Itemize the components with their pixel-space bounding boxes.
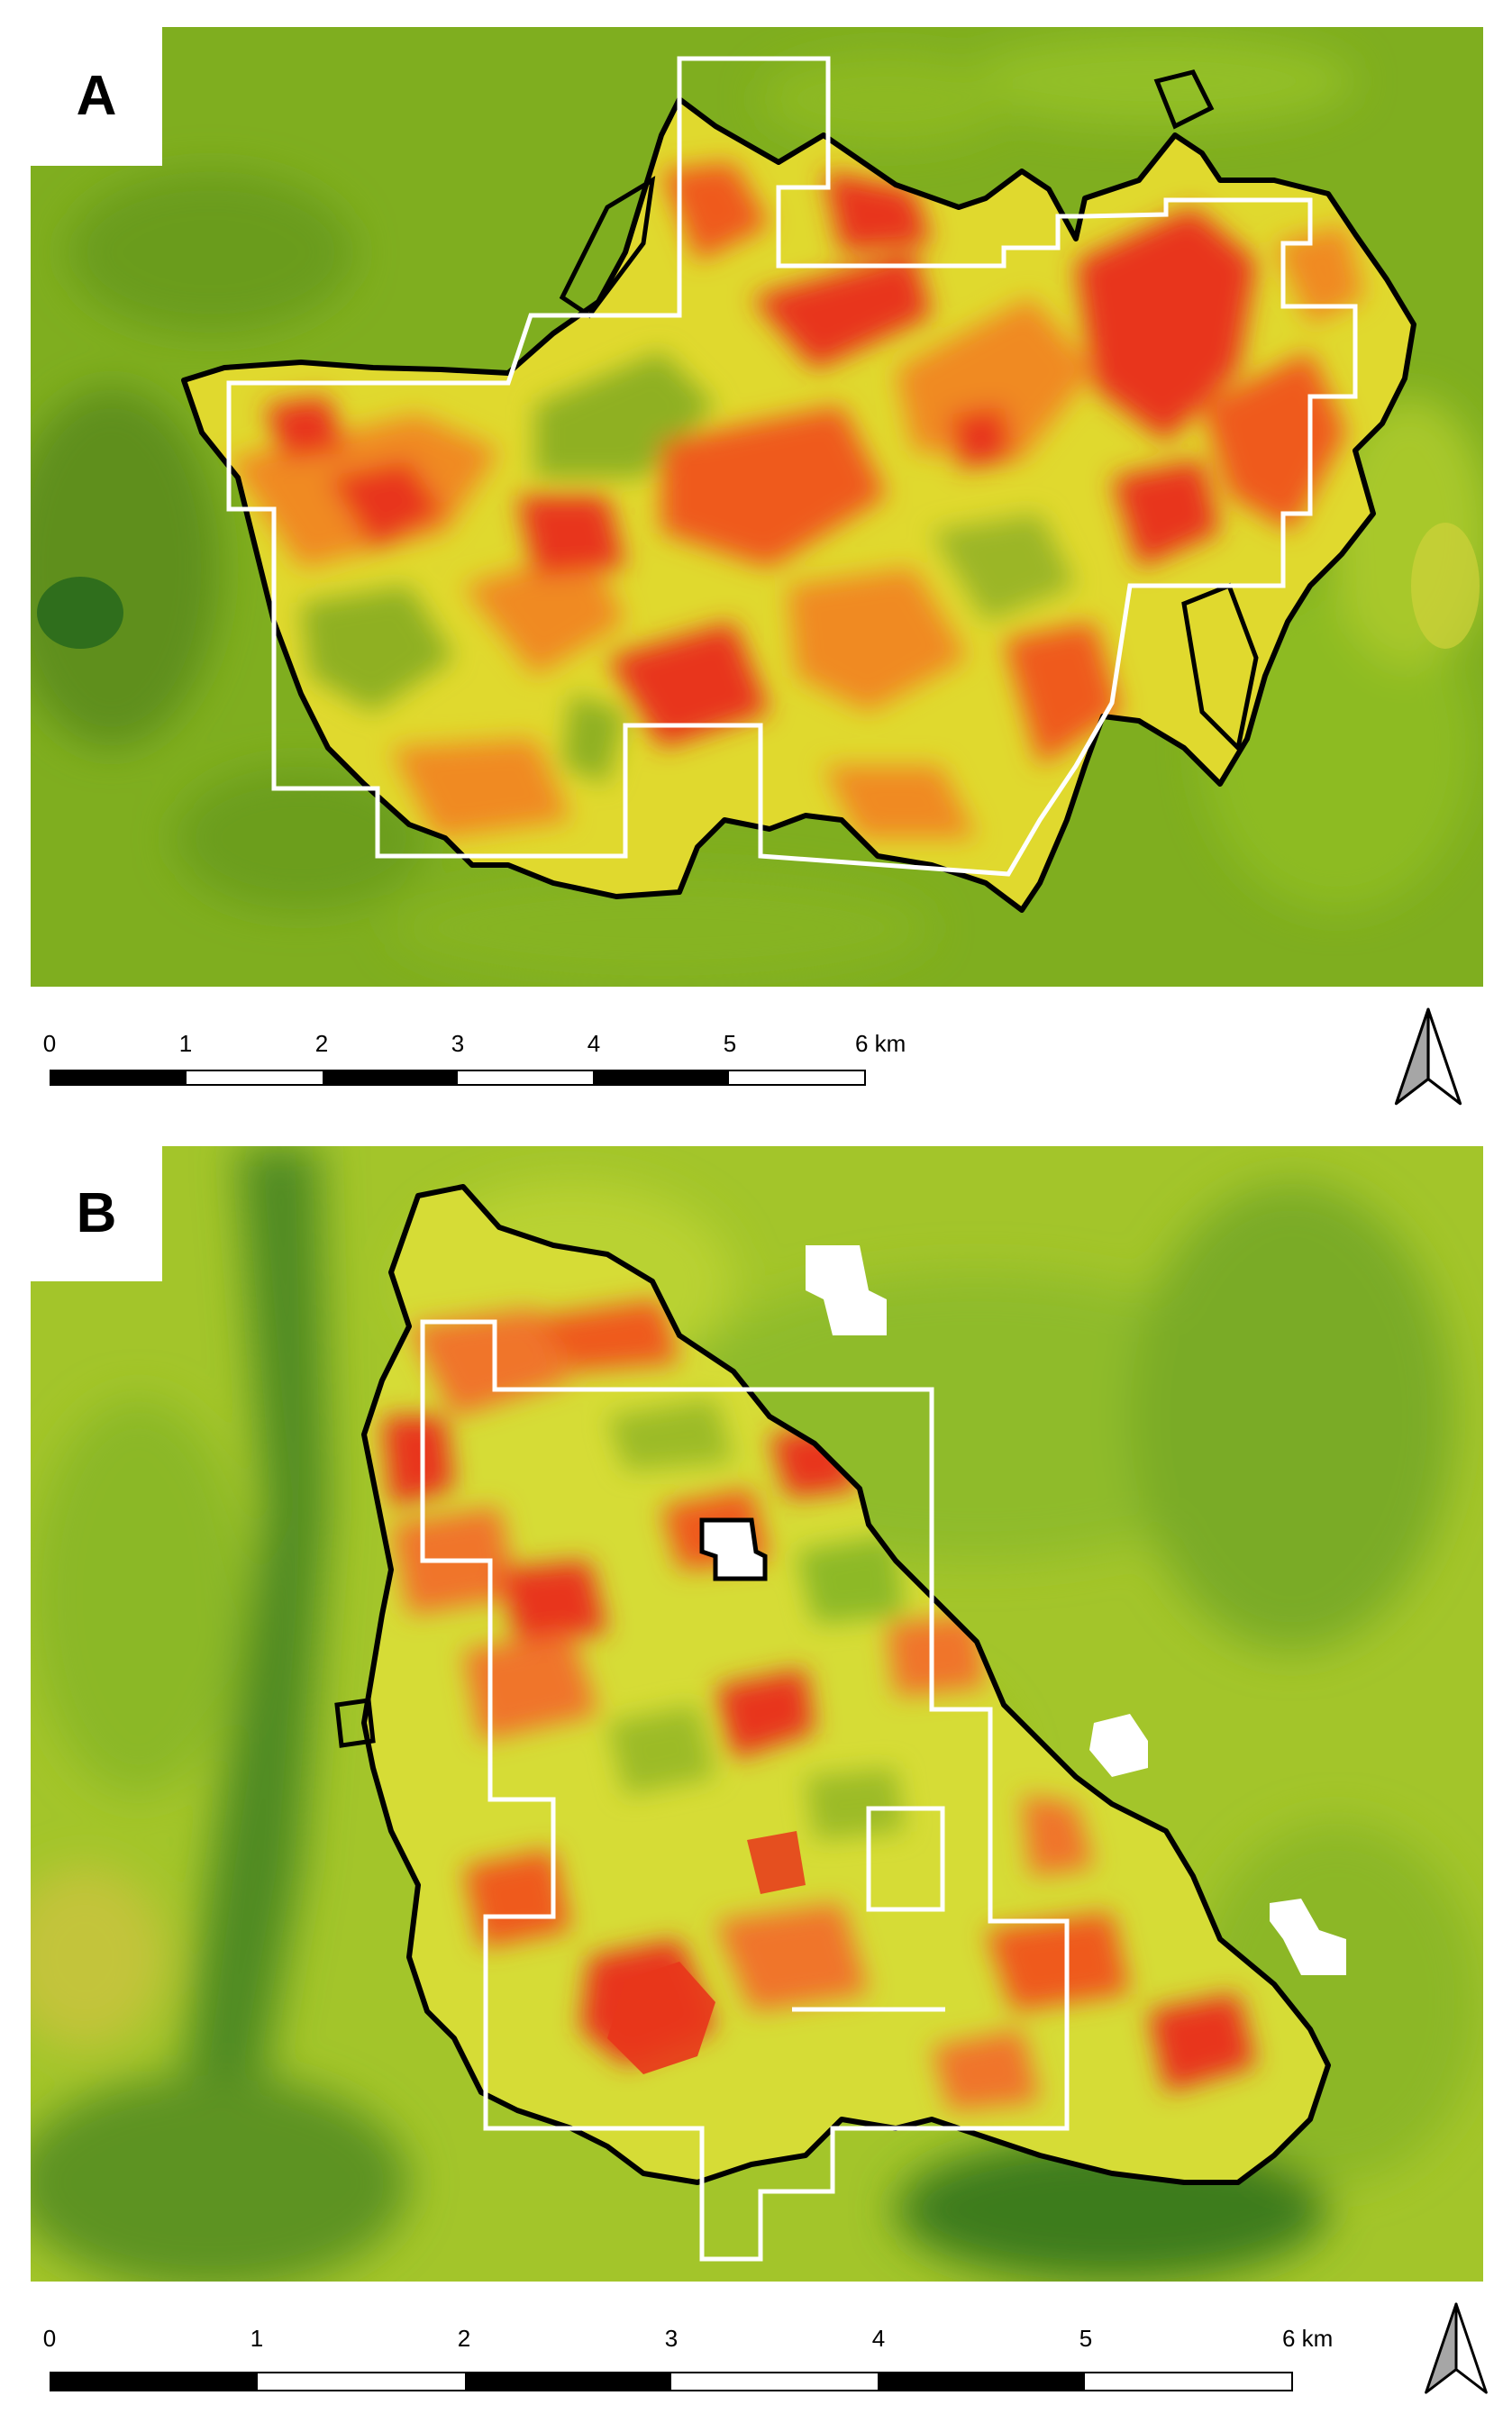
scale-tick: 1	[178, 1030, 193, 1057]
masked-area	[806, 1245, 887, 1335]
scale-tick: 4	[871, 2325, 886, 2352]
map-panel-b: B	[31, 1146, 1483, 2282]
scale-tick: 0	[42, 2325, 57, 2352]
study-block-inner	[866, 1806, 945, 1912]
fire-perimeter-island	[559, 176, 656, 319]
scale-ticks-b: 0 1 2 3 4 5 6 km	[43, 2325, 1334, 2361]
fire-perimeter-island	[1153, 69, 1215, 130]
burn-severity-map-a	[31, 27, 1483, 987]
scale-tick: 4	[587, 1030, 601, 1057]
scale-bar-a: 0 1 2 3 4 5 6 km	[43, 1030, 906, 1088]
scale-tick: 3	[451, 1030, 465, 1057]
scale-tick: 2	[457, 2325, 471, 2352]
map-panel-a: A	[31, 27, 1483, 987]
scale-tick: 0	[42, 1030, 57, 1057]
light-vegetation-patch	[1411, 523, 1480, 649]
study-block-boundary-a	[226, 56, 1358, 877]
north-arrow-icon	[1420, 2300, 1492, 2398]
dense-vegetation-patch	[37, 577, 123, 649]
north-arrow-icon	[1388, 1006, 1469, 1109]
panel-label-b: B	[31, 1146, 162, 1281]
fire-perimeter-island	[334, 1698, 376, 1748]
scale-tick: 5	[723, 1030, 737, 1057]
fire-perimeter-island	[1181, 582, 1259, 753]
scale-tick: 2	[314, 1030, 329, 1057]
panel-label-a: A	[31, 27, 162, 166]
fire-perimeter-b	[361, 1184, 1331, 2185]
scale-bar-segments-a	[50, 1070, 866, 1086]
scale-tick: 5	[1079, 2325, 1093, 2352]
scale-ticks-a: 0 1 2 3 4 5 6 km	[43, 1030, 906, 1066]
scale-bar-b: 0 1 2 3 4 5 6 km	[43, 2325, 1334, 2393]
scale-tick: 3	[664, 2325, 679, 2352]
burn-severity-map-b	[31, 1146, 1483, 2282]
scale-tick: 6 km	[1282, 2325, 1334, 2352]
scale-bar-segments-b	[50, 2372, 1293, 2391]
masked-area	[699, 1517, 768, 1581]
high-severity-patch	[607, 1962, 715, 2074]
fire-perimeter-a	[181, 96, 1416, 913]
high-severity-patch	[747, 1831, 806, 1894]
masked-area	[1270, 1899, 1346, 1975]
scale-tick: 1	[250, 2325, 264, 2352]
masked-area	[1089, 1714, 1148, 1777]
study-block-boundary-b	[420, 1319, 1070, 2262]
scale-tick: 6 km	[855, 1030, 906, 1057]
